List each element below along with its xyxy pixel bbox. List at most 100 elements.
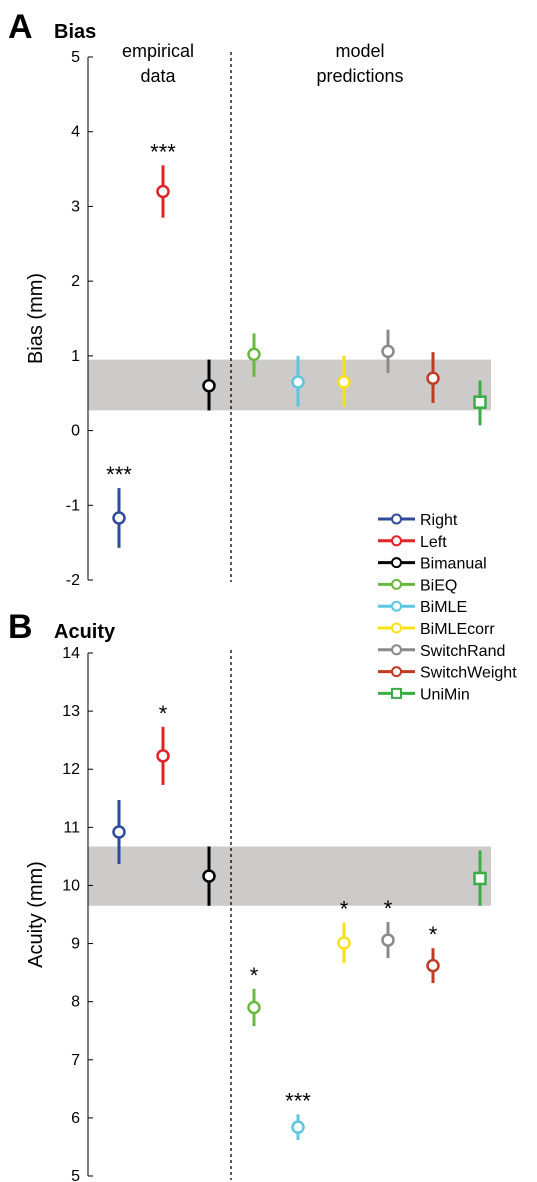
- legend-label: BiEQ: [420, 577, 457, 594]
- y-tick-label: 10: [62, 877, 80, 894]
- y-tick-label: 5: [71, 49, 80, 66]
- legend-item-bimanual: Bimanual: [378, 556, 487, 573]
- marker-square: [473, 395, 487, 409]
- data-point-left: *: [156, 701, 170, 785]
- legend: Right Left Bimanual BiEQ BiMLE BiMLEcorr Switc…: [378, 512, 517, 703]
- y-tick-label: 12: [62, 761, 80, 778]
- legend-label: Left: [420, 534, 447, 551]
- significance-label: *: [340, 897, 349, 922]
- legend-label: BiMLEcorr: [420, 621, 495, 638]
- legend-marker: [391, 666, 402, 678]
- y-tick-label: 4: [71, 124, 80, 141]
- significance-label: *: [250, 963, 259, 988]
- marker-circle: [381, 344, 395, 359]
- panel-a-bias: A Bias -2 -1 0 1 2 3 4 5 Bias (mm) empirical data m…: [8, 8, 491, 589]
- data-point-switchweight: [426, 352, 440, 403]
- legend-marker: [391, 644, 402, 656]
- data-point-switchrand: *: [381, 896, 395, 959]
- panel-a-title: Bias: [54, 21, 96, 43]
- marker-circle: [291, 375, 305, 389]
- y-tick-label: 11: [63, 819, 80, 836]
- data-point-right: ***: [106, 462, 132, 548]
- marker-square: [473, 871, 487, 886]
- data-point-bimanual: [202, 359, 216, 411]
- legend-marker: [391, 557, 402, 569]
- legend-item-left: Left: [378, 534, 447, 551]
- y-axis-label: Acuity (mm): [25, 861, 47, 968]
- legend-marker: [391, 535, 402, 547]
- legend-marker: [391, 578, 402, 590]
- marker-circle: [202, 378, 216, 393]
- y-tick-label: 0: [71, 423, 80, 440]
- marker-circle: [337, 375, 351, 389]
- data-point-switchrand: [381, 329, 395, 374]
- reference-band: [88, 359, 491, 411]
- marker-circle: [337, 936, 351, 950]
- data-point-bieq: [247, 333, 261, 377]
- legend-item-switchrand: SwitchRand: [378, 643, 505, 660]
- data-point-bimlecorr: [337, 355, 351, 407]
- legend-item-switchweight: SwitchWeight: [378, 665, 517, 682]
- panel-b-letter: B: [8, 608, 33, 646]
- marker-circle: [202, 869, 216, 883]
- data-point-unimin: [473, 380, 487, 426]
- data-point-left: ***: [150, 139, 176, 218]
- y-tick-label: 3: [71, 198, 80, 215]
- legend-label: SwitchWeight: [420, 665, 517, 682]
- significance-label: ***: [106, 462, 132, 487]
- legend-label: BiMLE: [420, 599, 467, 616]
- data-point-bimle: ***: [285, 1088, 311, 1140]
- significance-label: ***: [150, 139, 176, 164]
- legend-marker: [391, 600, 402, 612]
- section-label: model: [335, 41, 384, 61]
- y-tick-label: 13: [62, 703, 80, 720]
- marker-circle: [112, 511, 126, 525]
- significance-label: *: [429, 922, 438, 947]
- data-point-switchweight: *: [426, 922, 440, 984]
- marker-circle: [247, 347, 261, 362]
- marker-circle: [426, 371, 440, 386]
- data-point-bieq: *: [247, 963, 261, 1027]
- marker-circle: [426, 958, 440, 973]
- significance-label: *: [384, 896, 393, 921]
- marker-circle: [381, 933, 395, 947]
- y-tick-label: 8: [71, 994, 80, 1011]
- y-tick-label: 7: [71, 1052, 80, 1069]
- y-tick-label: 6: [71, 1110, 80, 1127]
- marker-circle: [156, 184, 170, 199]
- section-label: data: [140, 66, 176, 86]
- legend-item-right: Right: [378, 512, 458, 529]
- y-tick-label: 2: [71, 273, 80, 290]
- significance-label: *: [159, 701, 168, 726]
- legend-item-unimin: UniMin: [378, 686, 470, 703]
- legend-item-bieq: BiEQ: [378, 577, 457, 594]
- marker-circle: [112, 825, 126, 839]
- data-point-unimin: [473, 850, 487, 906]
- section-label: predictions: [316, 66, 403, 86]
- legend-label: UniMin: [420, 686, 470, 703]
- panel-b-title: Acuity: [54, 621, 116, 643]
- legend-marker: [391, 513, 402, 525]
- marker-circle: [156, 749, 170, 763]
- marker-circle: [291, 1120, 305, 1134]
- section-label: empirical: [122, 41, 194, 61]
- y-tick-label: -2: [66, 572, 80, 589]
- y-tick-label: 1: [71, 348, 80, 365]
- y-tick-label: -1: [66, 497, 80, 514]
- y-tick-label: 5: [71, 1168, 80, 1182]
- legend-marker: [391, 622, 402, 634]
- data-point-bimlecorr: *: [337, 897, 351, 964]
- legend-label: SwitchRand: [420, 643, 505, 660]
- data-point-right: [112, 800, 126, 864]
- significance-label: ***: [285, 1088, 311, 1113]
- y-tick-label: 14: [62, 645, 80, 662]
- legend-label: Right: [420, 512, 458, 529]
- marker-circle: [247, 1000, 261, 1015]
- legend-item-bimle: BiMLE: [378, 599, 467, 616]
- panel-a-letter: A: [8, 8, 33, 46]
- legend-marker: [391, 687, 402, 699]
- reference-band: [88, 846, 491, 906]
- y-axis-label: Bias (mm): [25, 273, 47, 364]
